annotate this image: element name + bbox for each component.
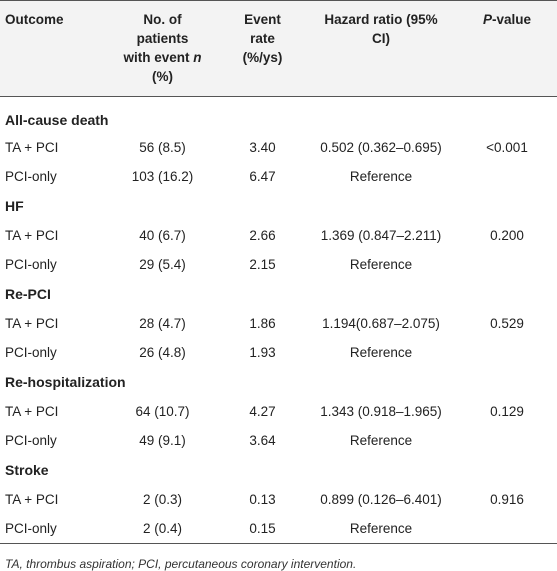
header-outcome-text: Outcome (5, 12, 64, 27)
table-row: PCI-only 26 (4.8) 1.93 Reference (0, 338, 557, 367)
cell-patients: 28 (4.7) (139, 315, 186, 331)
header-p-italic: P (482, 12, 492, 27)
table-row: PCI-only 29 (5.4) 2.15 Reference (0, 250, 557, 279)
outcome-title: All-cause death (5, 112, 109, 128)
outcome-title: HF (5, 198, 24, 214)
cell-hazard-ratio: 0.502 (0.362–0.695) (320, 139, 442, 155)
header-event-rate: Event rate (%/ys) (220, 0, 305, 97)
cell-event-rate: 6.47 (249, 168, 276, 184)
cell-group-label: TA + PCI (5, 315, 59, 331)
cell-group-label: PCI-only (5, 256, 57, 272)
cell-p-value: 0.200 (490, 227, 524, 243)
cell-hazard-ratio: Reference (349, 344, 413, 360)
cell-p-value (457, 162, 557, 191)
cell-event-rate: 3.40 (249, 139, 276, 155)
table-row: TA + PCI 56 (8.5) 3.40 0.502 (0.362–0.695) <… (0, 133, 557, 162)
header-event-rate-line2: rate (250, 31, 275, 46)
header-patients-line1: No. of (143, 12, 182, 27)
cell-patients: 26 (4.8) (139, 344, 186, 360)
outcome-title: Stroke (5, 462, 49, 478)
cell-group-label: TA + PCI (5, 227, 59, 243)
header-patients-line4: (%) (152, 69, 173, 84)
cell-patients: 40 (6.7) (139, 227, 186, 243)
cell-hazard-ratio: Reference (349, 168, 413, 184)
cell-group-label: PCI-only (5, 432, 57, 448)
table-row: TA + PCI 2 (0.3) 0.13 0.899 (0.126–6.401) 0.… (0, 485, 557, 514)
header-outcome: Outcome (0, 0, 105, 97)
cell-hazard-ratio: Reference (349, 256, 413, 272)
header-hr-line2: CI) (372, 31, 390, 46)
cell-hazard-ratio: 1.194(0.687–2.075) (322, 315, 440, 331)
outcomes-table: Outcome No. of patients with event n (%)… (0, 0, 557, 544)
cell-patients: 49 (9.1) (139, 432, 186, 448)
header-patients-line3: with event (123, 50, 194, 65)
cell-hazard-ratio: 1.369 (0.847–2.211) (320, 227, 442, 243)
header-row: Outcome No. of patients with event n (%)… (0, 0, 557, 97)
outcome-group-row: HF (0, 191, 557, 221)
cell-hazard-ratio: 1.343 (0.918–1.965) (320, 403, 442, 419)
cell-p-value: <0.001 (486, 139, 528, 155)
table-row: PCI-only 2 (0.4) 0.15 Reference (0, 514, 557, 544)
outcome-title: Re-hospitalization (5, 374, 126, 390)
cell-patients: 29 (5.4) (139, 256, 186, 272)
cell-p-value: 0.129 (490, 403, 524, 419)
table-row: TA + PCI 64 (10.7) 4.27 1.343 (0.918–1.965)… (0, 397, 557, 426)
table-header: Outcome No. of patients with event n (%)… (0, 0, 557, 97)
cell-group-label: TA + PCI (5, 491, 59, 507)
cell-event-rate: 1.86 (249, 315, 276, 331)
outcome-group-row: Stroke (0, 455, 557, 485)
cell-p-value: 0.916 (490, 491, 524, 507)
cell-hazard-ratio: Reference (349, 432, 413, 448)
cell-group-label: TA + PCI (5, 403, 59, 419)
cell-hazard-ratio: Reference (305, 514, 457, 544)
outcome-group-row: Re-PCI (0, 279, 557, 309)
cell-event-rate: 4.27 (249, 403, 276, 419)
cell-patients: 103 (16.2) (131, 168, 194, 184)
table-row: TA + PCI 28 (4.7) 1.86 1.194(0.687–2.075) 0.… (0, 309, 557, 338)
header-hr-line1: Hazard ratio (95% (324, 12, 438, 27)
header-event-rate-line3: (%/ys) (242, 50, 283, 65)
header-p-rest: -value (491, 12, 532, 27)
table-row: PCI-only 49 (9.1) 3.64 Reference (0, 426, 557, 455)
header-p-value: P-value (457, 0, 557, 97)
outcome-group-row: All-cause death (0, 97, 557, 134)
cell-group-label: PCI-only (5, 344, 57, 360)
cell-p-value (457, 514, 557, 544)
cell-event-rate: 2.66 (249, 227, 276, 243)
cell-group-label: PCI-only (0, 514, 105, 544)
table-body: All-cause death TA + PCI 56 (8.5) 3.40 0.502… (0, 97, 557, 544)
header-patients-n: n (193, 50, 202, 65)
header-event-rate-line1: Event (244, 12, 281, 27)
header-patients-line2: patients (136, 31, 189, 46)
cell-hazard-ratio: 0.899 (0.126–6.401) (320, 491, 442, 507)
cell-p-value: 0.529 (490, 315, 524, 331)
cell-p-value (457, 426, 557, 455)
cell-group-label: TA + PCI (5, 139, 59, 155)
outcome-group-row: Re-hospitalization (0, 367, 557, 397)
table-row: PCI-only 103 (16.2) 6.47 Reference (0, 162, 557, 191)
cell-event-rate: 1.93 (249, 344, 276, 360)
header-hazard-ratio: Hazard ratio (95% CI) (305, 0, 457, 97)
cell-event-rate: 0.13 (249, 491, 276, 507)
table-row: TA + PCI 40 (6.7) 2.66 1.369 (0.847–2.211) 0… (0, 221, 557, 250)
cell-p-value (457, 338, 557, 367)
cell-p-value (457, 250, 557, 279)
table-footnote: TA, thrombus aspiration; PCI, percutaneo… (5, 557, 357, 571)
outcome-title: Re-PCI (5, 286, 51, 302)
header-patients: No. of patients with event n (%) (105, 0, 220, 97)
cell-group-label: PCI-only (5, 168, 57, 184)
cell-event-rate: 3.64 (249, 432, 276, 448)
cell-patients: 56 (8.5) (139, 139, 186, 155)
cell-patients: 2 (0.3) (142, 491, 183, 507)
cell-event-rate: 0.15 (220, 514, 305, 544)
cell-patients: 64 (10.7) (135, 403, 190, 419)
cell-patients: 2 (0.4) (105, 514, 220, 544)
cell-event-rate: 2.15 (249, 256, 276, 272)
